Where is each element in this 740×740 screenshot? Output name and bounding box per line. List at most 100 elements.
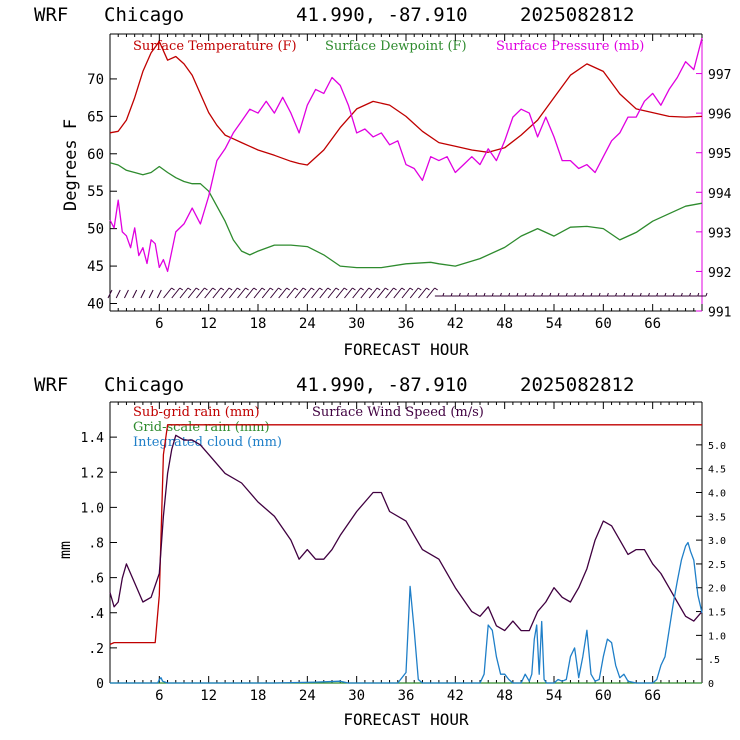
x-tick-label: 24 — [299, 688, 316, 704]
x-tick-label: 42 — [447, 688, 464, 704]
panel2-model: WRF — [34, 374, 69, 396]
x-tick-label: 30 — [348, 688, 365, 704]
x-tick-label: 18 — [250, 688, 267, 704]
wind-barb — [484, 292, 494, 297]
y-right-tick-label: 991 — [708, 306, 731, 321]
wind-barb — [132, 289, 138, 299]
wind-barb — [550, 292, 560, 297]
y-left-tick-label: 65 — [87, 109, 104, 125]
wind-barb — [492, 292, 502, 297]
wind-barb — [525, 292, 535, 297]
c1-xlabel: FORECAST HOUR — [343, 340, 469, 359]
wind-barb — [115, 289, 121, 299]
wind-barb — [204, 287, 216, 299]
y-right-tick-label: 995 — [708, 147, 731, 162]
series-line-surface-pressure-mb — [109, 37, 703, 273]
panel2-run: 2025082812 — [520, 374, 635, 396]
wind-barb — [665, 292, 675, 297]
x-tick-label: 42 — [447, 316, 464, 332]
legend-gridscale-rain: Grid-scale rain (mm) — [133, 420, 270, 435]
y-left-tick-label: 1.2 — [81, 466, 104, 481]
wind-barb — [196, 287, 208, 299]
wind-barb — [294, 287, 307, 299]
wind-barb — [171, 287, 184, 299]
c2-ylabel: mm — [56, 541, 74, 559]
x-tick-label: 12 — [200, 688, 217, 704]
wind-barb — [368, 287, 381, 299]
x-tick-label: 54 — [546, 688, 563, 704]
wind-barb — [376, 287, 389, 299]
wind-barb — [187, 287, 200, 299]
panel1-model: WRF — [34, 4, 69, 26]
x-tick-label: 6 — [155, 688, 163, 704]
wind-barb — [541, 292, 552, 297]
wind-barb — [327, 287, 340, 299]
c1-ylabel: Degrees F — [61, 119, 81, 211]
legend-integrated-cloud: Integrated cloud (mm) — [133, 435, 282, 450]
wind-barb — [689, 292, 700, 297]
wind-barb — [558, 292, 568, 297]
wind-barb — [443, 292, 453, 297]
y-left-tick-label: 40 — [87, 297, 104, 313]
x-tick-label: 6 — [155, 316, 163, 332]
wind-barb — [566, 292, 576, 297]
wind-barb — [148, 289, 154, 299]
legend-dewpoint: Surface Dewpoint (F) — [325, 39, 467, 54]
y-right-tick-label: 4.5 — [708, 465, 726, 476]
x-tick-label: 60 — [595, 688, 612, 704]
wind-barb — [591, 292, 601, 297]
wind-barb — [451, 292, 461, 297]
wind-barb — [270, 287, 282, 299]
panel2-city: Chicago — [104, 374, 185, 396]
wind-barb — [426, 287, 438, 299]
wind-barb — [418, 287, 430, 299]
y-left-tick-label: .8 — [88, 537, 104, 552]
precipitation-chart: mm FORECAST HOUR Sub-grid rain (mm) Grid… — [56, 401, 726, 729]
y-left-tick-label: .6 — [88, 572, 104, 587]
y-left-tick-label: .4 — [88, 607, 104, 622]
y-right-tick-label: 5.0 — [708, 441, 726, 452]
y-left-tick-label: 70 — [87, 72, 104, 88]
x-tick-label: 24 — [299, 316, 316, 332]
wind-barb — [467, 292, 478, 297]
panel1-run: 2025082812 — [520, 4, 635, 26]
wind-barb — [434, 292, 445, 297]
y-left-tick-label: 0 — [96, 677, 104, 692]
panel2-coords: 41.990, -87.910 — [296, 374, 468, 396]
wind-barb — [500, 292, 511, 297]
x-tick-label: 12 — [200, 316, 217, 332]
wind-barb — [286, 287, 299, 299]
wind-barb — [261, 287, 274, 299]
y-right-tick-label: 2.0 — [708, 584, 726, 595]
y-right-tick-label: 1.0 — [708, 631, 726, 642]
wind-barb — [459, 292, 470, 297]
y-left-tick-label: .2 — [88, 642, 104, 657]
wind-barb — [632, 292, 642, 297]
wind-barb — [352, 287, 364, 299]
wind-barb — [681, 292, 692, 297]
y-left-tick-label: 45 — [87, 259, 104, 275]
y-right-tick-label: 1.5 — [708, 608, 726, 619]
series-line-integrated-cloud-mm — [110, 541, 703, 684]
wind-barb — [476, 292, 486, 297]
y-right-tick-label: 3.5 — [708, 512, 726, 523]
x-tick-label: 66 — [644, 316, 661, 332]
wind-barb — [401, 287, 414, 299]
wind-barb — [574, 292, 585, 297]
wind-barb — [673, 292, 683, 297]
wind-barb — [335, 287, 348, 299]
wind-barb — [615, 292, 626, 297]
series-line-surface-dewpoint-f — [109, 162, 703, 269]
wind-barb — [245, 287, 258, 299]
wind-barb — [212, 287, 225, 299]
wind-barb — [607, 292, 618, 297]
y-right-tick-label: 2.5 — [708, 560, 726, 571]
x-tick-label: 36 — [398, 316, 415, 332]
wind-barb — [220, 287, 233, 299]
x-tick-label: 48 — [496, 316, 513, 332]
x-tick-label: 18 — [250, 316, 267, 332]
y-left-tick-label: 50 — [87, 222, 104, 238]
wind-barb — [156, 289, 162, 299]
x-tick-label: 36 — [398, 688, 415, 704]
wind-barb — [698, 292, 708, 297]
